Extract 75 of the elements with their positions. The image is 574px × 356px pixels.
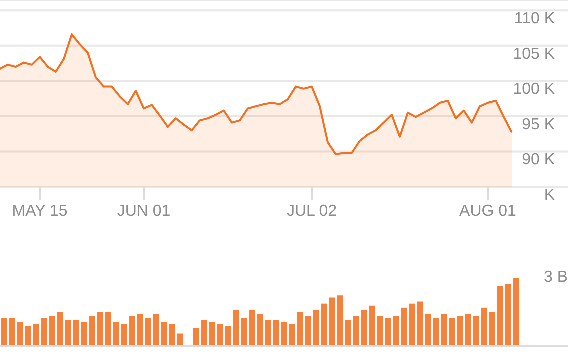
bar	[481, 308, 487, 346]
y-tick-label: 105 K	[513, 46, 556, 63]
bar	[1, 318, 7, 346]
bar	[313, 310, 319, 346]
bar	[97, 312, 103, 346]
bar	[417, 302, 423, 346]
bar	[465, 314, 471, 346]
bar	[425, 314, 431, 346]
bar	[489, 312, 495, 346]
bar	[65, 320, 71, 346]
bar	[33, 324, 39, 346]
bar	[233, 310, 239, 346]
bar	[57, 312, 63, 346]
bar	[457, 316, 463, 346]
bar	[361, 310, 367, 346]
bar	[473, 316, 479, 346]
bar	[497, 286, 503, 346]
bar	[393, 316, 399, 346]
bar	[369, 306, 375, 346]
bar	[121, 324, 127, 346]
bar	[273, 320, 279, 346]
bar	[385, 318, 391, 346]
bar	[129, 316, 135, 346]
bar	[217, 324, 223, 346]
bar	[265, 320, 271, 346]
bar	[209, 322, 215, 346]
bar	[193, 328, 199, 346]
bar	[345, 320, 351, 346]
bar	[145, 318, 151, 346]
bar	[449, 318, 455, 346]
bar	[81, 322, 87, 346]
x-tick-label: JUL 02	[286, 203, 338, 220]
bar	[17, 322, 23, 346]
x-tick-label: JUN 01	[117, 203, 171, 220]
bar	[89, 316, 95, 346]
bar	[305, 316, 311, 346]
text: 3 B	[544, 268, 568, 288]
bar	[297, 312, 303, 346]
bar	[201, 320, 207, 346]
bar	[377, 316, 383, 346]
bar	[137, 314, 143, 346]
y-tick-label: 90 K	[522, 152, 556, 169]
bar	[9, 318, 15, 346]
y-tick-label: 110 K	[514, 10, 556, 28]
bar	[177, 334, 183, 346]
x-tick-label: MAY 15	[12, 203, 68, 220]
bar	[257, 314, 263, 346]
bar	[329, 298, 335, 346]
bar	[249, 310, 255, 346]
y-tick-label: K	[544, 187, 556, 204]
bar	[113, 322, 119, 346]
bar	[241, 318, 247, 346]
bar	[153, 314, 159, 346]
bar	[41, 318, 47, 346]
y-tick-label: 95 K	[522, 116, 556, 134]
x-tick-label: AUG 01	[460, 203, 517, 220]
bar	[353, 316, 359, 346]
bar	[105, 312, 111, 346]
bar	[505, 284, 511, 346]
bar	[169, 324, 175, 346]
bar	[289, 324, 295, 346]
bar	[433, 318, 439, 346]
y-tick-label: 100 K	[513, 81, 556, 98]
bar	[409, 304, 415, 346]
bar	[513, 278, 519, 346]
bar	[161, 322, 167, 346]
bar	[25, 326, 31, 346]
bar	[225, 326, 231, 346]
bar	[321, 304, 327, 346]
bar	[281, 322, 287, 346]
bar	[401, 308, 407, 346]
bar	[337, 296, 343, 346]
bar	[73, 320, 79, 346]
bar	[49, 316, 55, 346]
bar	[441, 314, 447, 346]
